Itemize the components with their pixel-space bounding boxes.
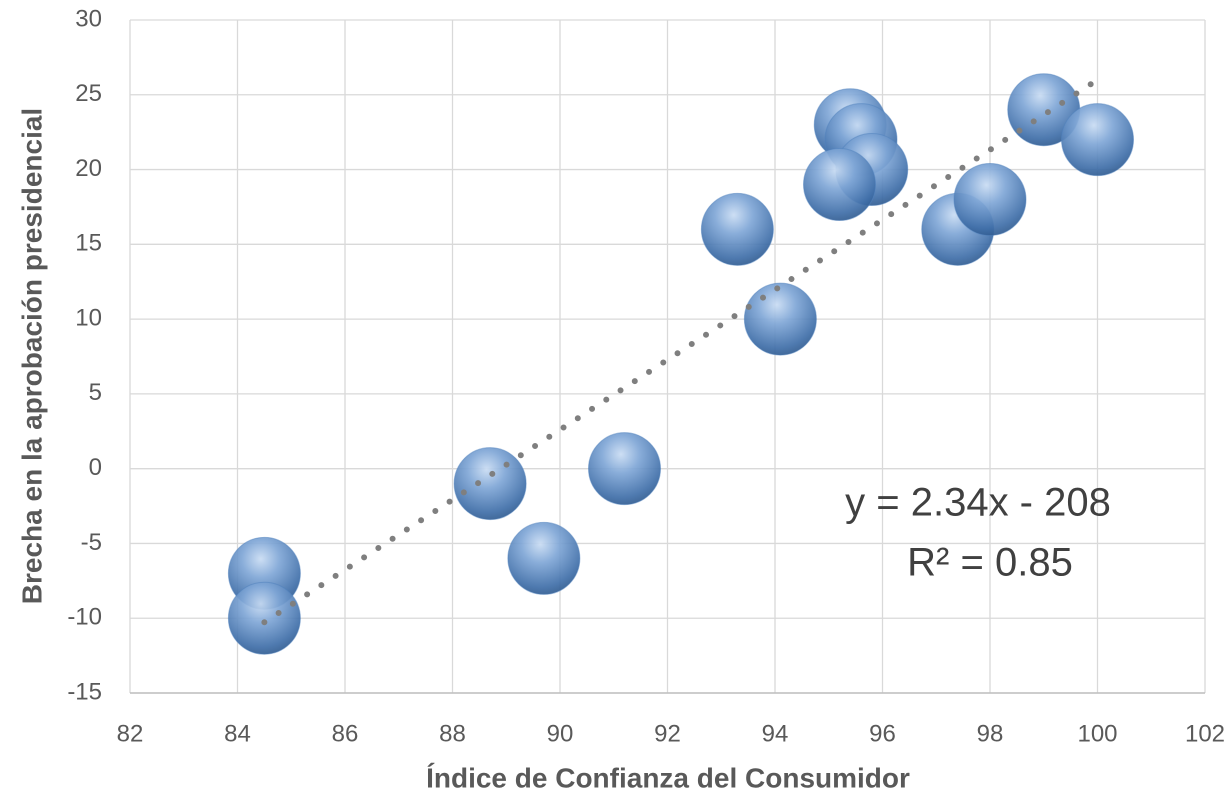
x-axis-title: Índice de Confianza del Consumidor xyxy=(426,762,910,793)
data-point xyxy=(1061,103,1134,177)
x-tick-label: 98 xyxy=(977,720,1004,747)
data-point xyxy=(700,192,774,266)
x-tick-label: 100 xyxy=(1077,720,1117,747)
data-point xyxy=(743,282,817,356)
y-tick-label: 0 xyxy=(89,454,102,481)
data-point xyxy=(453,447,527,521)
data-point xyxy=(588,432,661,506)
x-tick-label: 84 xyxy=(224,720,251,747)
y-tick-label: -15 xyxy=(67,678,102,705)
x-tick-label: 94 xyxy=(762,720,789,747)
y-tick-label: 5 xyxy=(89,379,102,406)
trendline-r-squared: R² = 0.85 xyxy=(907,541,1073,585)
x-tick-label: 82 xyxy=(117,720,144,747)
x-tick-label: 88 xyxy=(439,720,466,747)
data-point xyxy=(953,162,1027,236)
y-tick-label: 25 xyxy=(75,80,102,107)
y-tick-label: 30 xyxy=(75,5,102,32)
y-tick-label: 10 xyxy=(75,304,102,331)
y-tick-label: -5 xyxy=(81,529,102,556)
x-tick-label: 86 xyxy=(332,720,359,747)
data-point xyxy=(227,581,301,655)
x-tick-label: 92 xyxy=(654,720,681,747)
data-point xyxy=(507,521,581,595)
y-axis-title: Brecha en la aprobación presidencial xyxy=(16,108,47,604)
trendline-equation: y = 2.34x - 208 xyxy=(845,481,1111,525)
y-tick-label: -10 xyxy=(67,604,102,631)
x-tick-label: 90 xyxy=(547,720,574,747)
x-tick-label: 102 xyxy=(1185,720,1225,747)
y-tick-label: 15 xyxy=(75,230,102,257)
x-tick-label: 96 xyxy=(869,720,896,747)
y-tick-label: 20 xyxy=(75,155,102,182)
data-point xyxy=(803,148,876,222)
